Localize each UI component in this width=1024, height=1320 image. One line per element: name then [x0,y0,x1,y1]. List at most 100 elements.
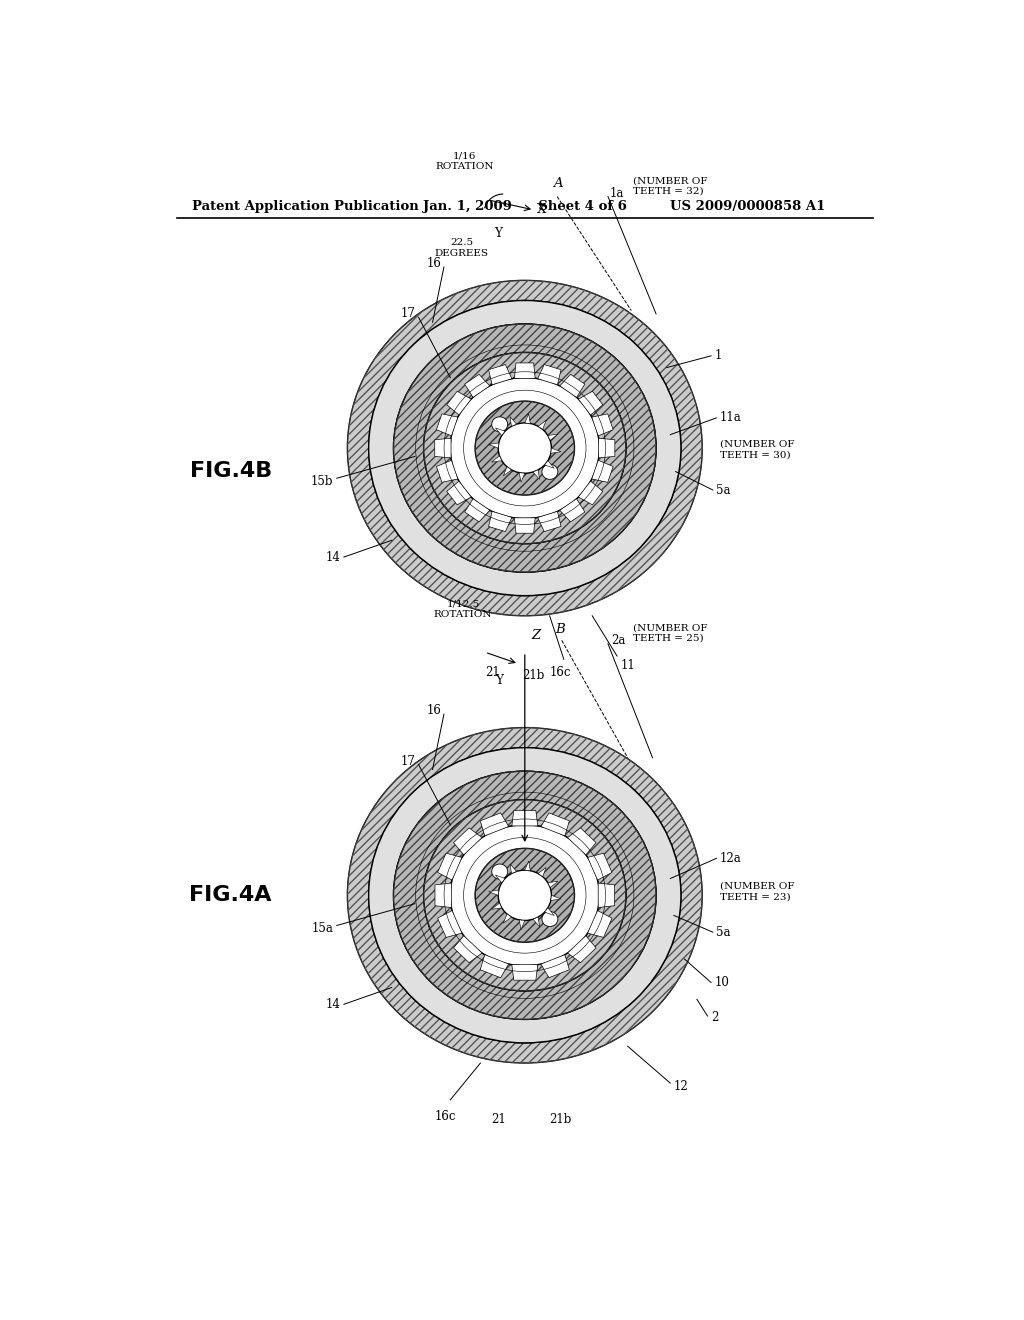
Polygon shape [465,375,489,397]
Text: 16c: 16c [550,667,571,678]
Polygon shape [567,828,596,855]
Polygon shape [492,903,502,909]
Text: (NUMBER OF
TEETH = 25): (NUMBER OF TEETH = 25) [633,623,708,643]
Polygon shape [393,442,410,454]
Polygon shape [504,467,512,477]
Text: 11: 11 [621,660,635,672]
Ellipse shape [424,352,626,544]
Polygon shape [635,858,653,873]
Polygon shape [592,414,613,436]
Ellipse shape [347,727,702,1063]
Polygon shape [395,418,413,430]
Text: (NUMBER OF
TEETH = 32): (NUMBER OF TEETH = 32) [633,177,708,195]
Polygon shape [598,883,614,908]
Ellipse shape [451,825,599,966]
Text: 14: 14 [326,998,340,1011]
Polygon shape [538,420,546,429]
Polygon shape [435,977,455,995]
Polygon shape [480,954,509,978]
Text: 17: 17 [400,755,416,768]
Ellipse shape [369,747,681,1043]
Polygon shape [618,506,637,521]
Polygon shape [400,932,420,948]
Text: 1/16
ROTATION: 1/16 ROTATION [435,152,494,172]
Polygon shape [514,363,536,379]
Polygon shape [428,523,445,540]
Ellipse shape [542,465,558,479]
Text: 1: 1 [715,350,722,362]
Polygon shape [551,895,561,900]
Polygon shape [493,1002,508,1018]
Text: X: X [538,203,547,216]
Polygon shape [538,867,546,876]
Polygon shape [519,557,530,572]
Ellipse shape [393,323,656,572]
Text: 14: 14 [326,550,340,564]
Polygon shape [454,828,482,855]
Polygon shape [624,944,643,961]
Ellipse shape [369,747,681,1043]
Text: 16c: 16c [434,1110,456,1123]
Ellipse shape [393,771,656,1019]
Polygon shape [599,438,614,458]
Polygon shape [605,966,626,985]
Polygon shape [447,342,464,359]
Polygon shape [525,1003,541,1019]
Polygon shape [560,375,585,397]
Polygon shape [538,511,561,532]
Polygon shape [637,418,654,430]
Polygon shape [618,375,637,391]
Polygon shape [604,356,622,374]
Polygon shape [480,813,509,836]
Polygon shape [534,470,540,479]
Polygon shape [428,356,445,374]
Polygon shape [512,810,538,826]
Text: 12: 12 [674,1080,688,1093]
Text: 10: 10 [715,975,729,989]
Polygon shape [413,375,431,391]
Text: 12a: 12a [720,851,741,865]
Text: (NUMBER OF
TEETH = 23): (NUMBER OF TEETH = 23) [720,882,795,902]
Polygon shape [488,511,512,532]
Polygon shape [583,787,601,805]
Text: Z: Z [531,628,541,642]
Polygon shape [488,442,499,447]
Ellipse shape [393,323,656,572]
Text: Patent Application Publication: Patent Application Publication [193,199,419,213]
Polygon shape [436,461,458,482]
Text: 1/12.5
ROTATION: 1/12.5 ROTATION [434,599,493,619]
Polygon shape [630,487,648,500]
Ellipse shape [369,301,681,595]
Polygon shape [401,396,420,409]
Polygon shape [446,482,471,504]
Polygon shape [556,998,572,1015]
Text: FIG.4A: FIG.4A [189,886,272,906]
Ellipse shape [424,800,626,991]
Polygon shape [624,829,643,846]
Polygon shape [525,771,541,787]
Polygon shape [534,917,540,927]
Polygon shape [579,482,603,504]
Polygon shape [435,796,455,814]
Polygon shape [592,461,613,482]
Polygon shape [493,772,508,789]
Polygon shape [605,805,626,824]
Polygon shape [637,466,654,478]
Polygon shape [556,775,572,793]
Text: FIG.4B: FIG.4B [189,461,271,482]
Polygon shape [579,391,603,414]
Polygon shape [519,920,524,929]
Polygon shape [415,956,434,974]
Polygon shape [504,913,512,923]
Ellipse shape [451,825,599,966]
Ellipse shape [424,352,626,544]
Polygon shape [545,461,554,469]
Text: US 2009/0000858 A1: US 2009/0000858 A1 [670,199,825,213]
Text: 22.5
DEGREES: 22.5 DEGREES [434,239,488,257]
Text: 21b: 21b [549,1113,571,1126]
Text: 16: 16 [427,705,441,717]
Polygon shape [462,993,480,1010]
Ellipse shape [451,378,599,519]
Ellipse shape [499,870,551,920]
Polygon shape [512,965,538,981]
